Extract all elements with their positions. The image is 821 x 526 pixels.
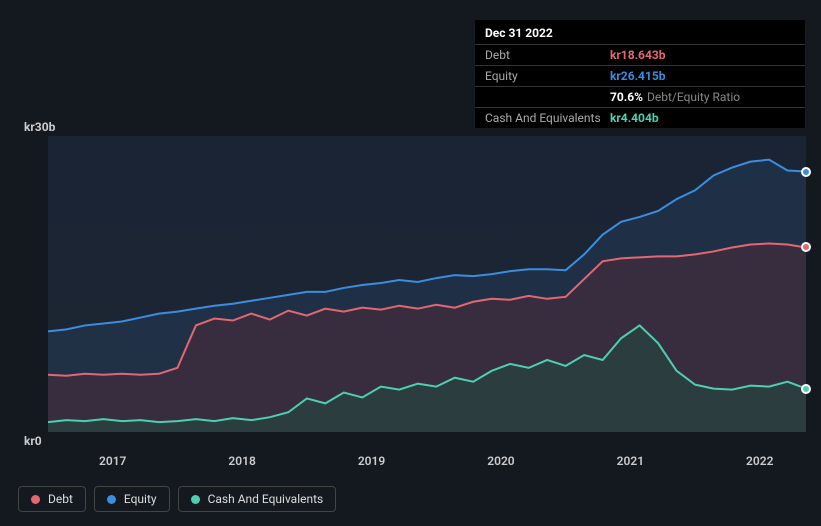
- x-axis-tick: 2019: [358, 454, 385, 468]
- tooltip-row-label: Equity: [485, 69, 610, 83]
- legend-item-cash-and-equivalents[interactable]: Cash And Equivalents: [178, 486, 337, 512]
- tooltip-date: Dec 31 2022: [475, 20, 805, 44]
- legend-item-debt[interactable]: Debt: [18, 486, 86, 512]
- tooltip-row-value: kr18.643b: [610, 48, 665, 62]
- tooltip-row-label: Cash And Equivalents: [485, 111, 610, 125]
- legend-label: Cash And Equivalents: [208, 492, 324, 506]
- legend-dot-icon: [191, 495, 200, 504]
- legend-label: Debt: [48, 492, 73, 506]
- legend-item-equity[interactable]: Equity: [94, 486, 170, 512]
- legend-dot-icon: [31, 495, 40, 504]
- tooltip-row-label: [485, 90, 610, 104]
- series-end-marker: [801, 167, 811, 177]
- tooltip-row-value: 70.6%Debt/Equity Ratio: [610, 90, 740, 104]
- x-axis-tick: 2022: [746, 454, 773, 468]
- tooltip-row-value: kr4.404b: [610, 111, 659, 125]
- chart-tooltip: Dec 31 2022 Debtkr18.643bEquitykr26.415b…: [475, 20, 805, 128]
- legend-dot-icon: [107, 495, 116, 504]
- legend-label: Equity: [124, 492, 157, 506]
- tooltip-row-value: kr26.415b: [610, 69, 665, 83]
- financials-chart: kr30b kr0 201720182019202020212022 DebtE…: [18, 120, 806, 512]
- x-axis: 2017 2018 2019 2020 2021 2022: [18, 454, 806, 470]
- tooltip-row: Equitykr26.415b: [475, 65, 805, 86]
- x-axis-tick: 2020: [487, 454, 514, 468]
- series-end-marker: [801, 242, 811, 252]
- x-axis-tick: 2018: [228, 454, 255, 468]
- tooltip-row: Cash And Equivalentskr4.404b: [475, 107, 805, 128]
- tooltip-row: Debtkr18.643b: [475, 44, 805, 65]
- tooltip-row-label: Debt: [485, 48, 610, 62]
- x-axis-tick: 2021: [617, 454, 644, 468]
- x-axis-tick: 2017: [99, 454, 126, 468]
- chart-legend: Debt Equity Cash And Equivalents: [18, 486, 806, 512]
- chart-plot-area[interactable]: [18, 136, 806, 432]
- series-end-marker: [801, 384, 811, 394]
- tooltip-row: 70.6%Debt/Equity Ratio: [475, 86, 805, 107]
- y-axis-bottom-label: kr0: [24, 434, 806, 448]
